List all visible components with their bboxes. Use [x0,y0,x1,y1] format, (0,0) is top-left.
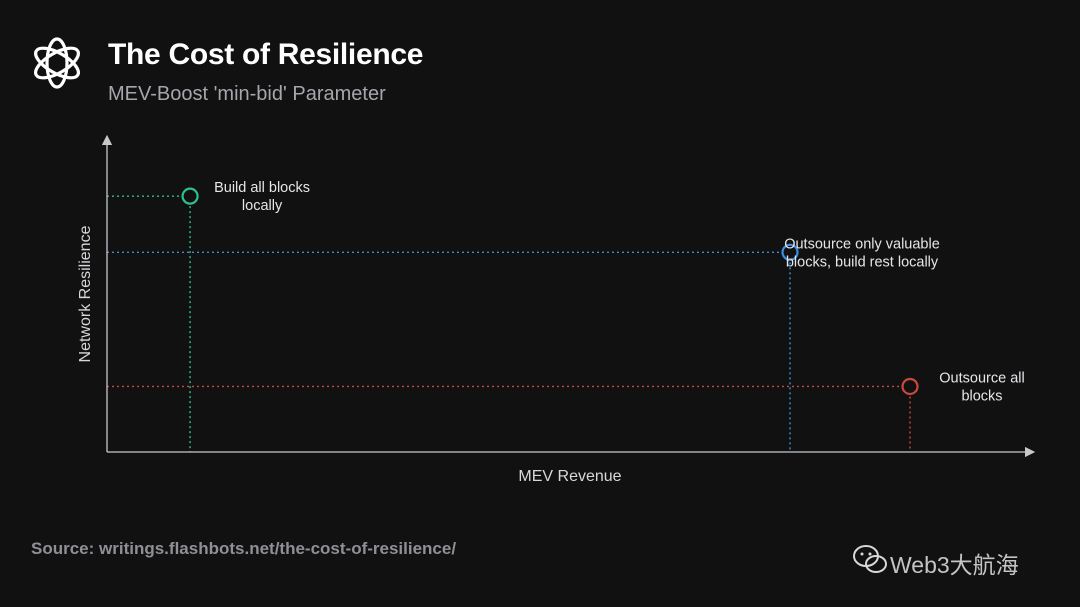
data-label-0-line-1: locally [242,198,283,214]
data-label-2-line-1: blocks [961,388,1002,404]
wechat-icon [853,545,887,573]
source-citation: Source: writings.flashbots.net/the-cost-… [31,539,457,558]
watermark-text: Web3大航海 [890,552,1019,578]
y-axis-label: Network Resilience [77,225,94,362]
page-subtitle: MEV-Boost 'min-bid' Parameter [108,83,386,105]
data-label-1-line-1: blocks, build rest locally [786,254,939,270]
data-point-1 [781,243,799,261]
data-label-1-line-0: Outsource only valuable [784,236,940,252]
wechat-watermark: Web3大航海 [850,540,1050,580]
data-point-0 [181,187,199,205]
flashbots-logo-icon [34,37,80,89]
page-title: The Cost of Resilience [108,38,424,71]
data-label-0-line-0: Build all blocks [214,180,310,196]
x-axis-label: MEV Revenue [518,468,621,485]
data-label-2-line-0: Outsource all [939,370,1024,386]
data-point-2 [901,377,919,396]
